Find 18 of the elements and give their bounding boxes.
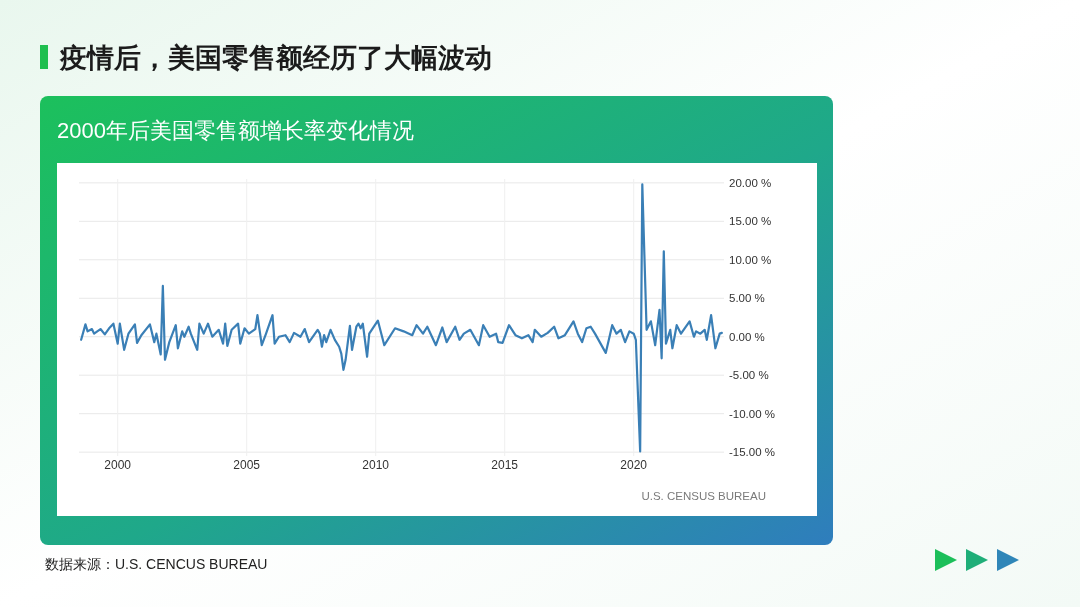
x-tick-label: 2005 <box>233 458 261 472</box>
y-tick-label: 5.00 % <box>729 292 765 305</box>
y-tick-label: -15.00 % <box>729 446 776 459</box>
y-tick-label: -10.00 % <box>729 407 776 420</box>
chart-title: 疫情后，美国零售额经历了大幅波动 <box>59 43 492 73</box>
source-note: 数据来源：U.S. CENCUS BUREAU <box>45 556 268 572</box>
x-tick-label: 2010 <box>362 458 390 472</box>
x-tick-label: 2015 <box>491 458 519 472</box>
chart-subtitle: 2000年后美国零售额增长率变化情况 <box>57 118 414 143</box>
x-tick-label: 2000 <box>104 458 132 472</box>
text: U.S. CENSUS BUREAU <box>641 490 766 502</box>
y-tick-label: 10.00 % <box>729 253 772 266</box>
y-tick-label: 20.00 % <box>729 176 772 189</box>
x-tick-label: 2020 <box>620 458 648 472</box>
y-tick-label: -5.00 % <box>729 369 769 382</box>
y-tick-label: 0.00 % <box>729 330 765 343</box>
y-tick-label: 15.00 % <box>729 215 772 228</box>
line-series <box>80 183 723 453</box>
